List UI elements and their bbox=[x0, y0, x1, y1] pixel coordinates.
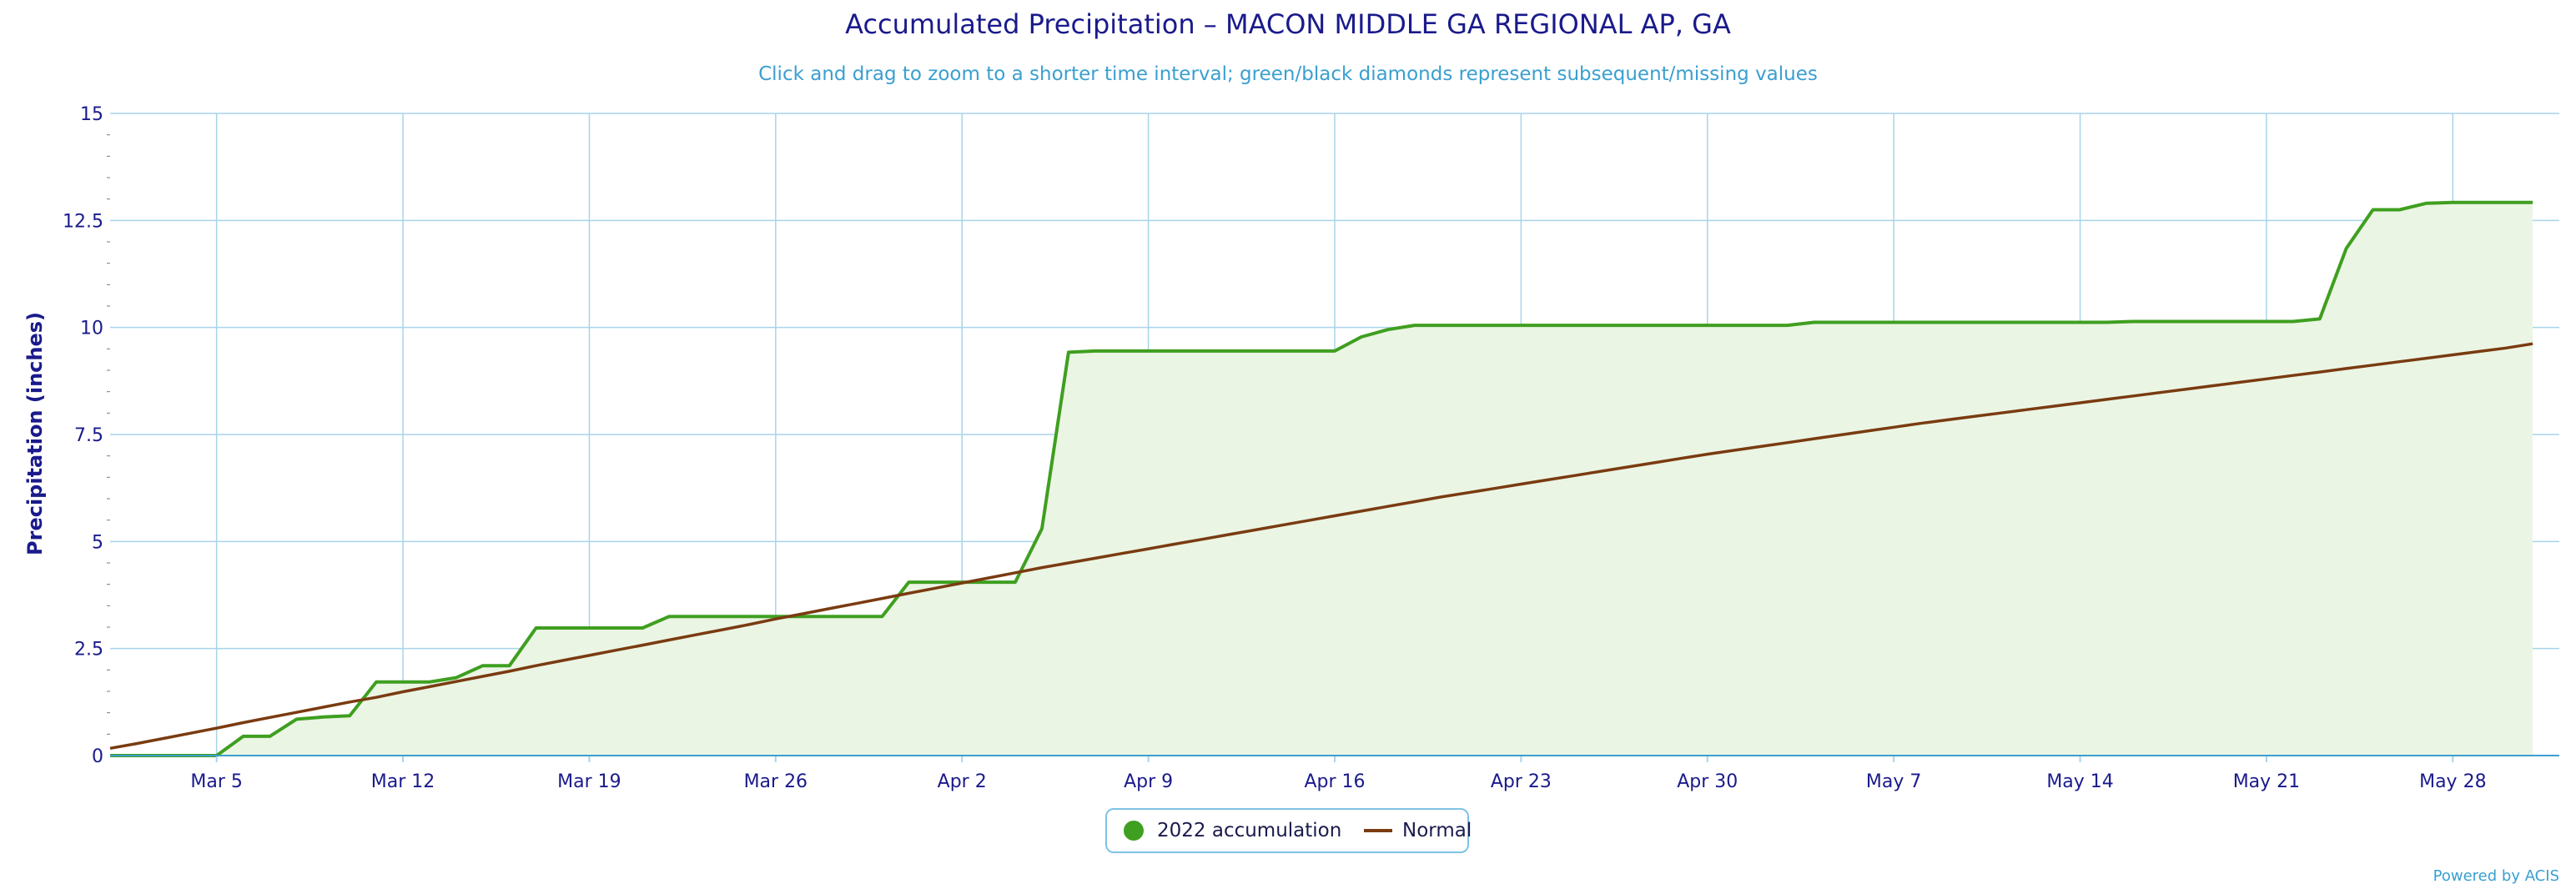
y-axis-label: Precipitation (inches) bbox=[23, 312, 47, 555]
legend-label: 2022 accumulation bbox=[1157, 820, 1342, 841]
chart-subtitle: Click and drag to zoom to a shorter time… bbox=[758, 63, 1818, 85]
series-layer bbox=[109, 200, 2533, 757]
x-tick-label: May 28 bbox=[2419, 771, 2486, 792]
x-tick-label: Mar 12 bbox=[371, 771, 435, 792]
x-tick-label: Apr 30 bbox=[1677, 771, 1738, 792]
y-tick-label: 5 bbox=[92, 532, 103, 553]
y-tick-label: 0 bbox=[92, 746, 103, 767]
x-tick-label: May 21 bbox=[2233, 771, 2300, 792]
accumulation-area bbox=[110, 202, 2533, 756]
legend-item-accumulation[interactable]: 2022 accumulation bbox=[1124, 810, 1341, 851]
legend-label: Normal bbox=[1402, 820, 1472, 841]
y-tick-label: 2.5 bbox=[74, 640, 103, 660]
x-tick-label: Mar 5 bbox=[190, 771, 243, 792]
y-tick-label: 15 bbox=[80, 104, 103, 125]
y-tick-label: 12.5 bbox=[63, 211, 103, 232]
x-tick-label: Apr 2 bbox=[938, 771, 987, 792]
accumulation-line bbox=[110, 200, 2533, 757]
axis-layer: 0 2.5 5 7.5 10 12.5 15 Mar 5 Mar 12 Mar 19 Mar 26 A… bbox=[63, 104, 2559, 792]
x-tick-label: Apr 16 bbox=[1304, 771, 1365, 792]
legend-marker-line bbox=[1364, 829, 1392, 832]
plot-area[interactable]: 0 2.5 5 7.5 10 12.5 15 Mar 5 Mar 12 Mar 19 Mar 26 A… bbox=[0, 0, 2576, 801]
normal-line bbox=[109, 342, 2533, 751]
x-tick-label: May 14 bbox=[2046, 771, 2113, 792]
chart-title: Accumulated Precipitation – MACON MIDDLE… bbox=[845, 8, 1731, 40]
x-tick-label: Mar 26 bbox=[744, 771, 808, 792]
x-tick-label: Apr 23 bbox=[1491, 771, 1552, 792]
x-tick-label: May 7 bbox=[1866, 771, 1921, 792]
chart-legend: 2022 accumulation Normal bbox=[1105, 808, 1472, 853]
legend-item-normal[interactable]: Normal bbox=[1364, 810, 1472, 851]
y-tick-label: 10 bbox=[80, 319, 103, 339]
legend-marker-circle bbox=[1124, 821, 1144, 841]
credit-link[interactable]: Powered by ACIS bbox=[2433, 867, 2559, 885]
y-tick-label: 7.5 bbox=[74, 425, 103, 446]
x-tick-label: Apr 9 bbox=[1124, 771, 1173, 792]
x-tick-label: Mar 19 bbox=[557, 771, 621, 792]
